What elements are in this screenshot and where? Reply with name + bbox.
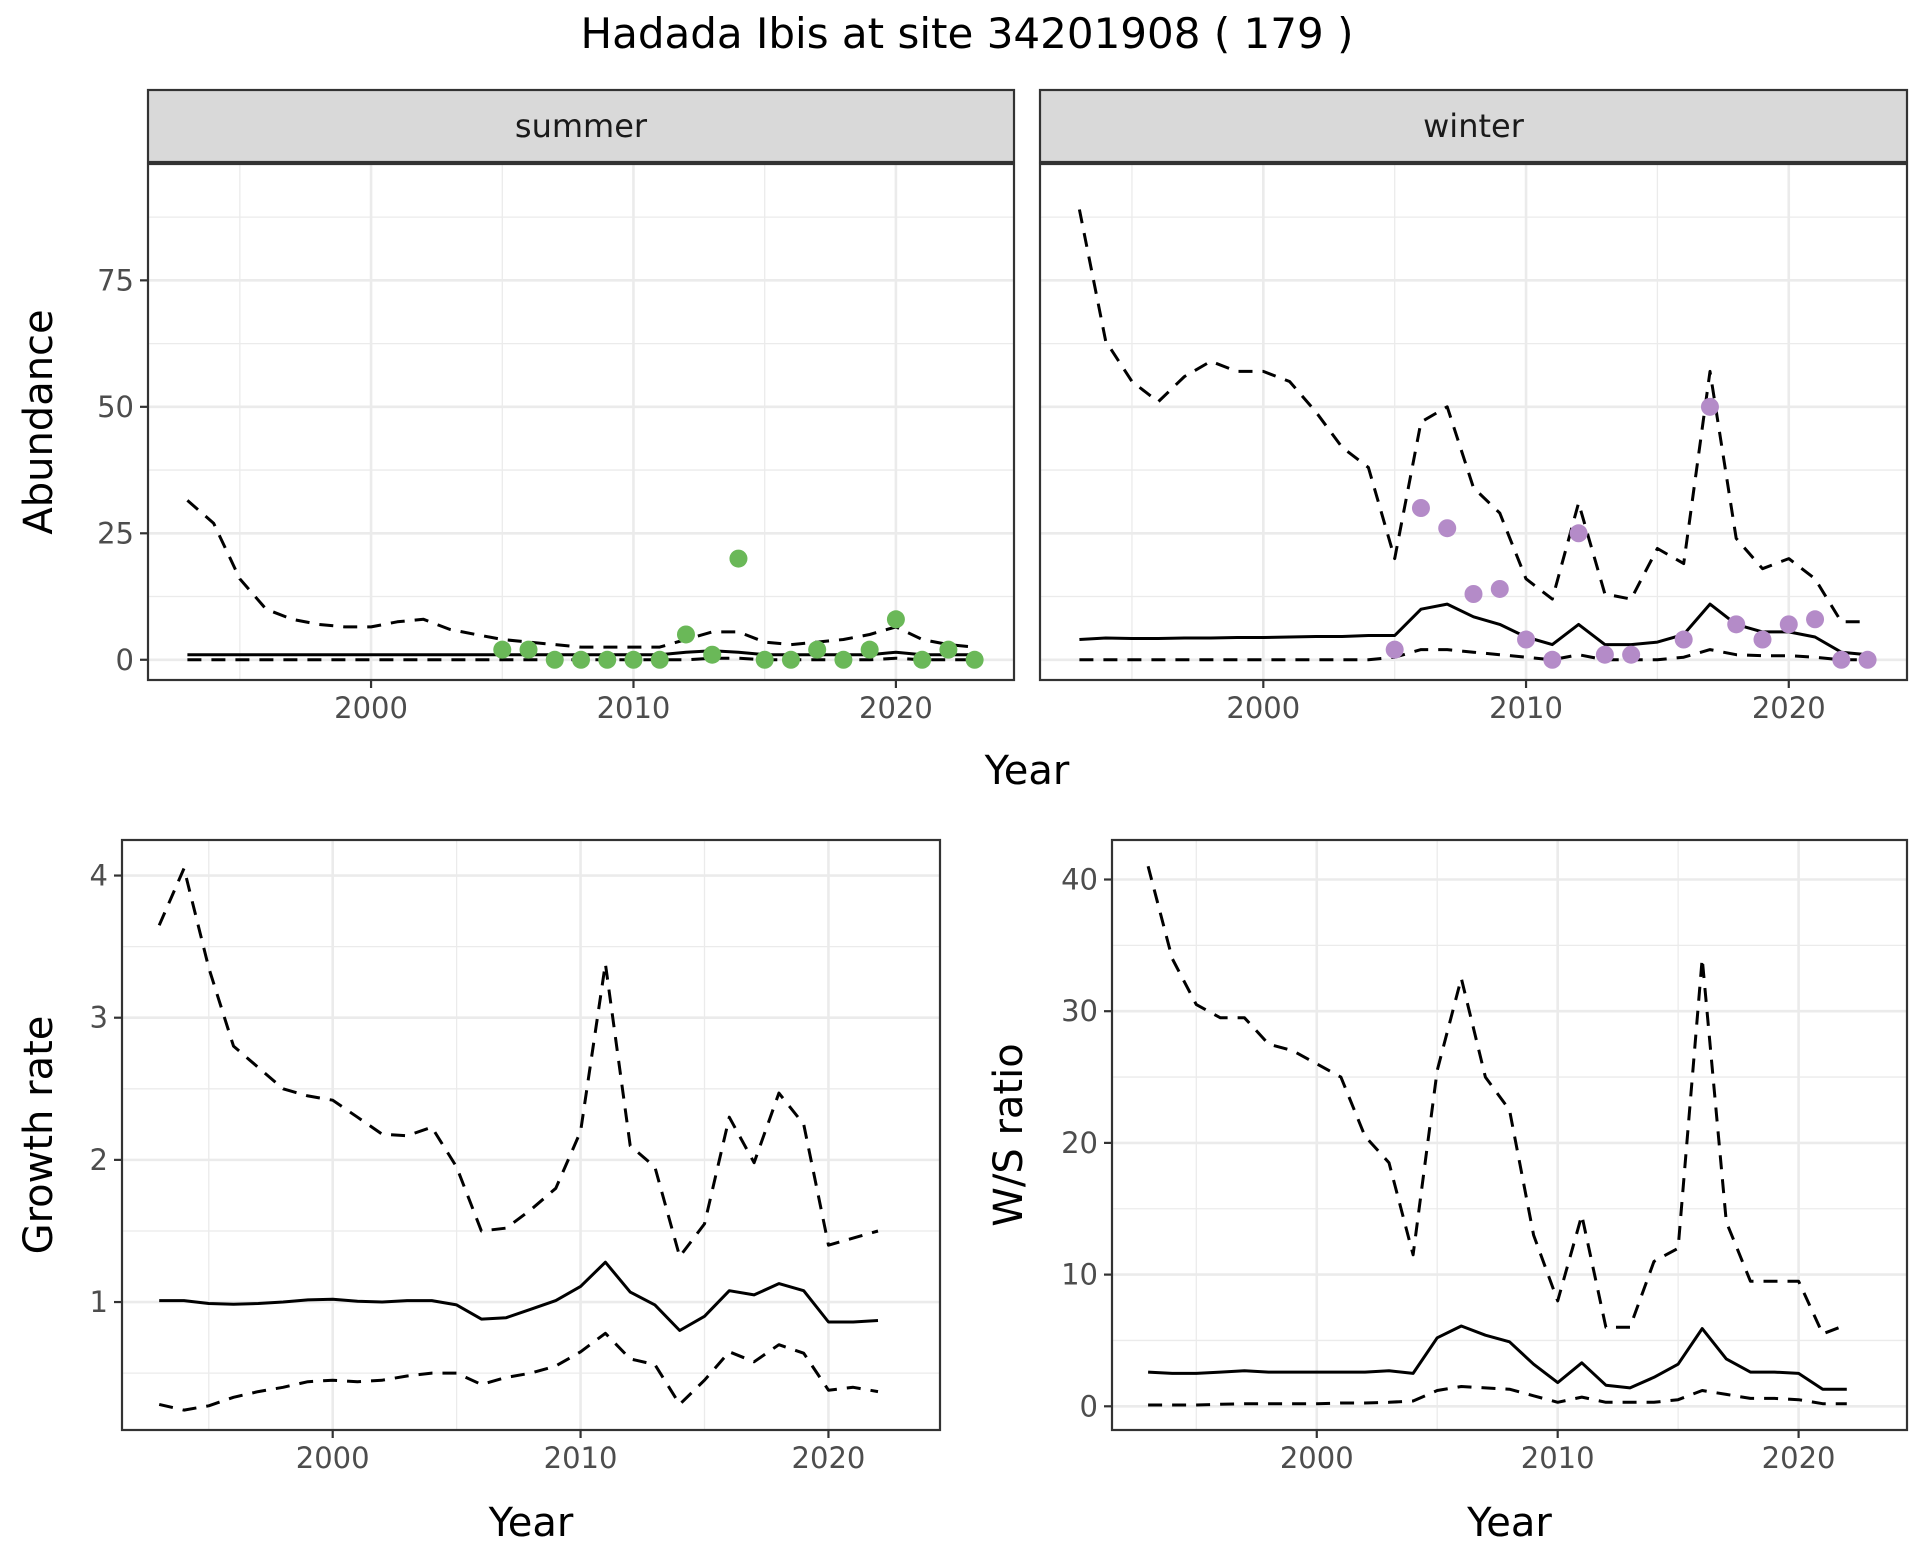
data-point <box>834 650 853 669</box>
data-point <box>650 650 669 669</box>
x-tick-label: 2010 <box>544 1441 618 1475</box>
y-axis-title: Growth rate <box>16 1016 62 1255</box>
data-point <box>1727 615 1746 634</box>
data-point <box>886 610 905 629</box>
x-axis-title: Year <box>488 1500 574 1546</box>
y-axis-title: W/S ratio <box>986 1043 1032 1226</box>
data-point <box>1517 630 1536 649</box>
y-tick-label: 25 <box>97 516 134 550</box>
y-tick-label: 3 <box>90 1001 108 1035</box>
data-point <box>860 640 879 659</box>
data-point <box>1438 519 1457 538</box>
data-point <box>676 625 695 644</box>
x-tick-label: 2000 <box>1226 691 1300 725</box>
y-tick-label: 1 <box>90 1285 108 1319</box>
data-point <box>1806 610 1825 629</box>
y-tick-label: 4 <box>90 859 108 893</box>
y-tick-label: 50 <box>97 390 134 424</box>
x-axis-title: Year <box>1466 1500 1552 1546</box>
chart-title: Hadada Ibis at site 34201908 ( 179 ) <box>581 9 1354 58</box>
data-point <box>913 650 932 669</box>
x-tick-label: 2020 <box>1752 691 1826 725</box>
series-line-upper <box>1077 209 1868 624</box>
data-point <box>1464 585 1483 603</box>
data-point <box>703 645 722 664</box>
data-point <box>1858 650 1877 669</box>
y-axis-title: Abundance <box>16 309 62 534</box>
x-tick-label: 2010 <box>597 691 671 725</box>
data-point <box>572 650 590 669</box>
x-tick-label: 2000 <box>1280 1441 1354 1475</box>
series-line-estimate <box>159 1260 879 1332</box>
data-point <box>624 650 643 669</box>
data-point <box>729 549 748 568</box>
series-line-lower <box>158 1331 879 1412</box>
x-tick-label: 2000 <box>296 1441 370 1475</box>
facet-strip <box>146 88 1016 164</box>
x-tick-label: 2010 <box>1521 1441 1595 1475</box>
data-point <box>1543 650 1562 669</box>
y-tick-label: 0 <box>1080 1389 1098 1423</box>
panel-border <box>146 162 1016 682</box>
x-tick-label: 2020 <box>859 691 933 725</box>
data-point <box>1622 645 1641 664</box>
series-line-estimate <box>1148 1324 1847 1391</box>
data-point <box>493 640 512 659</box>
y-tick-label: 40 <box>1061 863 1098 897</box>
series-line-upper <box>1146 865 1848 1336</box>
facet-label: summer <box>515 107 648 145</box>
series-line-lower <box>1148 1385 1847 1407</box>
data-point <box>519 640 538 659</box>
panel-summer: summer 2000 2010 2020 0 25 50 75 Abundance <box>16 88 1016 725</box>
facet-strip <box>1038 88 1909 164</box>
x-tick-label: 2020 <box>1762 1441 1836 1475</box>
data-point <box>939 640 958 659</box>
facet-label: winter <box>1423 107 1525 145</box>
y-tick-label: 75 <box>97 263 134 297</box>
data-point <box>1411 499 1430 517</box>
panel-border <box>1110 838 1909 1432</box>
series-line-upper <box>186 499 975 649</box>
y-tick-label: 20 <box>1061 1126 1098 1160</box>
data-point <box>1753 630 1772 649</box>
data-point <box>545 650 564 669</box>
y-tick-label: 0 <box>116 643 134 677</box>
data-point <box>598 650 617 669</box>
data-point <box>1490 579 1509 598</box>
data-point <box>1779 615 1798 634</box>
x-tick-label: 2010 <box>1489 691 1563 725</box>
y-tick-label: 10 <box>1061 1258 1098 1292</box>
x-tick-label: 2020 <box>792 1441 866 1475</box>
x-tick-label: 2000 <box>334 691 408 725</box>
panel-border <box>1038 162 1909 682</box>
data-point <box>755 650 774 669</box>
data-point <box>781 650 800 669</box>
data-point <box>965 650 984 669</box>
data-point <box>1832 650 1851 669</box>
data-point <box>1385 640 1404 659</box>
panel-winter: winter 2000 2010 2020 <box>1038 88 1909 725</box>
series-line-lower <box>1079 648 1868 662</box>
y-tick-label: 2 <box>90 1143 108 1177</box>
panel-panel-4: 2000 2010 2020 0 10 20 30 40 W/S ratio Year <box>986 838 1909 1546</box>
data-point <box>808 640 827 659</box>
data-point <box>1595 645 1614 664</box>
series-line-estimate <box>1079 602 1868 657</box>
panel-panel-3: 2000 2010 2020 1 2 3 4 Growth rate Year <box>16 838 942 1546</box>
y-tick-label: 30 <box>1061 994 1098 1028</box>
data-point <box>1700 397 1719 416</box>
data-point <box>1674 630 1693 649</box>
x-axis-title-shared: Year <box>984 748 1070 794</box>
data-point <box>1569 524 1588 543</box>
panel-border <box>120 838 942 1432</box>
series-line-upper <box>157 866 879 1259</box>
